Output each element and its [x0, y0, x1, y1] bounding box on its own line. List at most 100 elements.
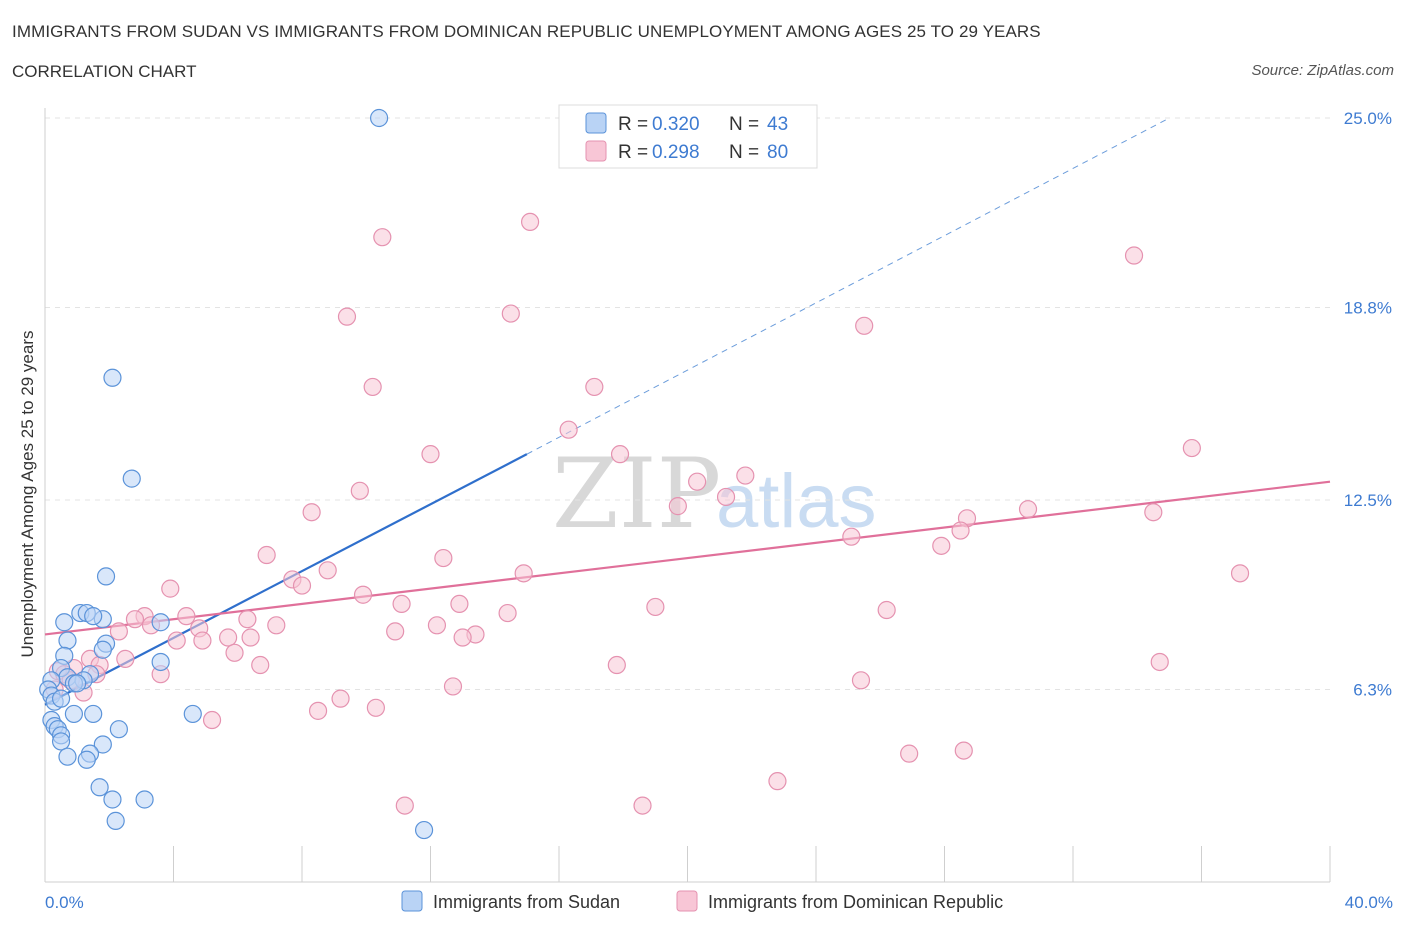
dominican-point — [1144, 503, 1163, 522]
dominican-point — [633, 796, 652, 815]
legend-n-label-sudan: N = — [729, 114, 759, 135]
sudan-point — [109, 720, 128, 739]
sudan-point — [64, 704, 84, 724]
dominican-point — [501, 304, 520, 323]
trend-lines — [44, 117, 1331, 706]
data-points — [39, 108, 1250, 840]
legend-n-value-sudan: 43 — [767, 114, 788, 135]
legend-n-label-dominican: N = — [729, 142, 759, 163]
dominican-point — [395, 796, 414, 815]
sudan-point — [151, 652, 170, 672]
dominican-point — [450, 594, 469, 614]
dominican-point — [177, 607, 196, 626]
source-credit: Source: ZipAtlas.com — [1251, 62, 1394, 79]
dominican-point — [202, 710, 222, 730]
y-tick-label: 6.3% — [1353, 680, 1392, 699]
chart-subtitle: CORRELATION CHART — [12, 62, 197, 81]
sudan-point — [93, 640, 112, 659]
dominican-point — [520, 212, 540, 232]
dominican-point — [386, 622, 405, 641]
dominican-point — [1150, 652, 1169, 672]
dominican-point — [267, 616, 286, 635]
bottom-legend-label-sudan: Immigrants from Sudan — [433, 892, 620, 912]
dominican-point — [1182, 438, 1201, 458]
dominican-point — [610, 445, 630, 464]
dominican-trend-line — [44, 480, 1331, 636]
sudan-point — [106, 811, 125, 830]
dominican-point — [427, 616, 447, 635]
sudan-point — [77, 750, 96, 769]
dominican-point — [331, 689, 350, 708]
dominican-point — [954, 741, 973, 760]
dominican-point — [646, 597, 665, 617]
sudan-point — [96, 567, 116, 586]
dominican-point — [373, 228, 392, 247]
dominican-point — [353, 585, 373, 604]
dominican-point — [125, 610, 145, 629]
legend-r-value-sudan: 0.320 — [652, 114, 700, 135]
dominican-point — [851, 671, 871, 690]
dominican-point — [688, 472, 707, 491]
legend-n-value-dominican: 80 — [767, 142, 788, 163]
sudan-point — [151, 613, 170, 632]
dominican-point — [241, 628, 260, 647]
dominican-point — [498, 603, 517, 623]
dominican-point — [842, 527, 861, 546]
sudan-point — [122, 469, 141, 488]
dominican-point — [257, 545, 276, 565]
legend-swatch-dominican — [585, 140, 607, 162]
dominican-point — [167, 631, 186, 650]
sudan-point — [183, 704, 202, 724]
dominican-point — [932, 536, 951, 555]
y-tick-label: 25.0% — [1344, 109, 1392, 128]
watermark-zip: ZIP — [552, 438, 721, 550]
dominican-point — [193, 631, 212, 650]
sudan-point — [58, 747, 77, 766]
dominican-point — [161, 579, 180, 598]
sudan-point — [90, 778, 109, 797]
sudan-point — [68, 674, 87, 693]
dominican-point — [225, 643, 244, 662]
dominican-point — [951, 521, 970, 540]
dominican-point — [1230, 564, 1250, 583]
legend-r-label-dominican: R = — [618, 142, 648, 163]
dominican-point — [716, 487, 736, 507]
dominican-point — [219, 628, 238, 647]
dominican-point — [514, 564, 533, 583]
dominican-point — [1124, 246, 1144, 265]
dominican-point — [302, 503, 321, 522]
bottom-legend-label-dominican: Immigrants from Dominican Republic — [708, 892, 1003, 912]
dominican-point — [607, 655, 626, 675]
sudan-point — [58, 631, 77, 650]
dominican-point — [337, 307, 357, 326]
sudan-point — [51, 732, 71, 751]
dominican-point — [421, 445, 440, 464]
dominican-point — [308, 701, 328, 720]
sudan-point — [370, 108, 389, 128]
dominican-point — [736, 466, 755, 485]
legend-r-label-sudan: R = — [618, 114, 648, 135]
y-axis-title: Unemployment Among Ages 25 to 29 years — [18, 331, 37, 658]
dominican-point — [366, 698, 385, 717]
dominican-point — [292, 576, 312, 595]
bottom-legend-swatch-dominican — [676, 890, 698, 912]
dominican-point — [363, 377, 382, 397]
chart-title: IMMIGRANTS FROM SUDAN VS IMMIGRANTS FROM… — [12, 22, 1041, 41]
dominican-point — [251, 655, 270, 675]
dominican-point — [855, 316, 874, 335]
sudan-point — [135, 790, 154, 809]
legend-r-value-dominican: 0.298 — [652, 142, 700, 163]
axes: 6.3% 12.5% 18.8% 25.0% 0.0% 40.0% — [44, 108, 1393, 912]
dominican-point — [392, 594, 411, 614]
dominican-point — [318, 561, 337, 580]
dominican-point — [585, 377, 604, 397]
dominican-point — [116, 649, 135, 669]
sudan-point — [51, 689, 71, 708]
series-legend: Immigrants from Sudan Immigrants from Do… — [401, 890, 1003, 912]
dominican-point — [900, 744, 919, 763]
sudan-point — [55, 613, 74, 632]
sudan-point — [103, 790, 122, 809]
dominican-point — [109, 622, 128, 641]
sudan-point — [414, 820, 434, 840]
